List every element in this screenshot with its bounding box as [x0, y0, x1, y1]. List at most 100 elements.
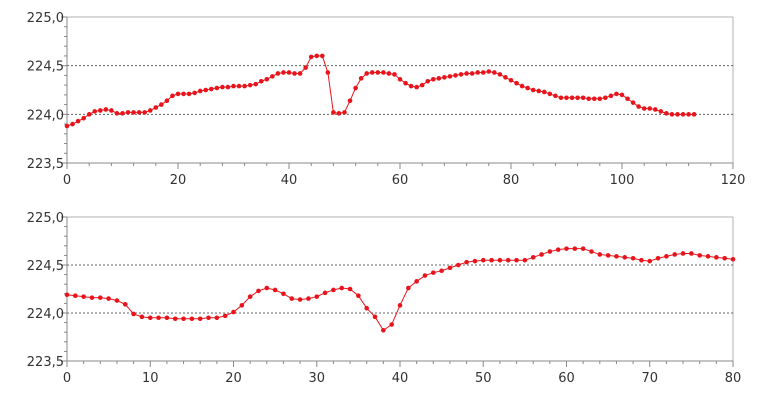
data-point: [286, 70, 292, 75]
data-point: [314, 294, 320, 299]
data-point: [325, 70, 331, 75]
data-point: [347, 286, 353, 292]
data-point: [86, 112, 92, 117]
x-tick-label: 100: [610, 173, 635, 188]
x-tick-label: 120: [721, 173, 746, 188]
x-tick-label: 60: [392, 173, 409, 188]
data-point: [455, 262, 461, 268]
data-point: [297, 71, 303, 76]
data-point: [342, 110, 347, 115]
data-point: [508, 77, 514, 83]
data-point: [722, 255, 727, 261]
data-point: [422, 273, 428, 278]
data-point: [239, 303, 245, 308]
y-tick-label: 224,5: [27, 60, 64, 75]
data-point: [553, 93, 558, 99]
data-point: [439, 268, 444, 274]
data-point: [486, 69, 492, 74]
data-point: [475, 70, 481, 75]
data-point: [139, 314, 145, 320]
data-point: [639, 257, 644, 263]
data-point: [156, 315, 161, 321]
data-point: [503, 75, 508, 80]
data-point: [497, 72, 503, 77]
data-point: [181, 91, 186, 97]
data-point: [192, 90, 197, 96]
data-point: [164, 315, 170, 321]
data-point: [530, 255, 536, 260]
data-point: [353, 85, 358, 91]
data-point: [469, 71, 475, 76]
x-tick-label: 40: [392, 371, 409, 386]
data-point: [114, 298, 120, 303]
data-point: [306, 296, 311, 301]
x-tick-label: 40: [281, 173, 298, 188]
data-point: [572, 246, 578, 251]
data-point: [292, 71, 297, 76]
data-point: [289, 296, 295, 301]
data-point: [281, 291, 286, 297]
data-point: [514, 257, 519, 263]
data-point: [109, 108, 114, 113]
data-point: [636, 104, 641, 109]
y-tick-label: 223,5: [27, 157, 64, 172]
data-point: [406, 285, 411, 291]
data-point: [297, 297, 303, 302]
data-point: [614, 91, 619, 97]
data-point: [356, 293, 361, 299]
data-point: [705, 254, 711, 259]
data-point: [689, 251, 694, 256]
data-point: [222, 313, 228, 319]
data-point: [630, 255, 636, 261]
data-point: [272, 287, 278, 293]
data-point: [591, 96, 597, 102]
data-point: [519, 83, 525, 89]
data-point: [303, 65, 308, 70]
data-point: [214, 85, 220, 91]
data-point: [372, 314, 378, 320]
data-point: [603, 95, 608, 101]
data-point: [686, 112, 691, 117]
x-tick-label: 50: [475, 371, 492, 386]
data-point: [414, 84, 419, 90]
data-point: [675, 112, 680, 117]
data-point: [375, 70, 381, 75]
data-point: [142, 110, 147, 115]
data-point: [281, 70, 286, 75]
data-point: [270, 74, 275, 79]
data-point: [70, 121, 75, 127]
data-point: [81, 115, 86, 121]
data-point: [209, 86, 214, 92]
data-point: [231, 83, 236, 89]
data-point: [131, 311, 136, 317]
data-point: [447, 74, 453, 79]
data-point: [597, 96, 603, 102]
y-tick-label: 224,0: [27, 307, 64, 322]
data-point: [153, 105, 159, 110]
x-tick-label: 80: [725, 371, 742, 386]
data-point: [691, 112, 697, 117]
data-point: [347, 98, 353, 104]
data-point: [614, 254, 619, 259]
x-tick-label: 60: [558, 371, 575, 386]
data-point: [392, 72, 397, 77]
data-point: [364, 305, 370, 311]
data-point: [125, 110, 131, 115]
data-point: [431, 270, 436, 275]
x-tick-label: 80: [503, 173, 520, 188]
data-point: [131, 110, 136, 115]
y-tick-label: 225,0: [27, 211, 64, 226]
data-point: [547, 91, 553, 97]
data-point: [264, 76, 270, 82]
data-point: [186, 91, 192, 97]
data-point: [75, 118, 81, 124]
data-point: [320, 53, 325, 59]
data-point: [397, 76, 403, 82]
data-point: [403, 80, 408, 86]
data-point: [655, 255, 661, 261]
data-point: [181, 316, 186, 322]
data-point: [331, 110, 336, 115]
data-point: [106, 296, 111, 301]
data-point: [175, 91, 181, 97]
data-point: [64, 123, 70, 129]
